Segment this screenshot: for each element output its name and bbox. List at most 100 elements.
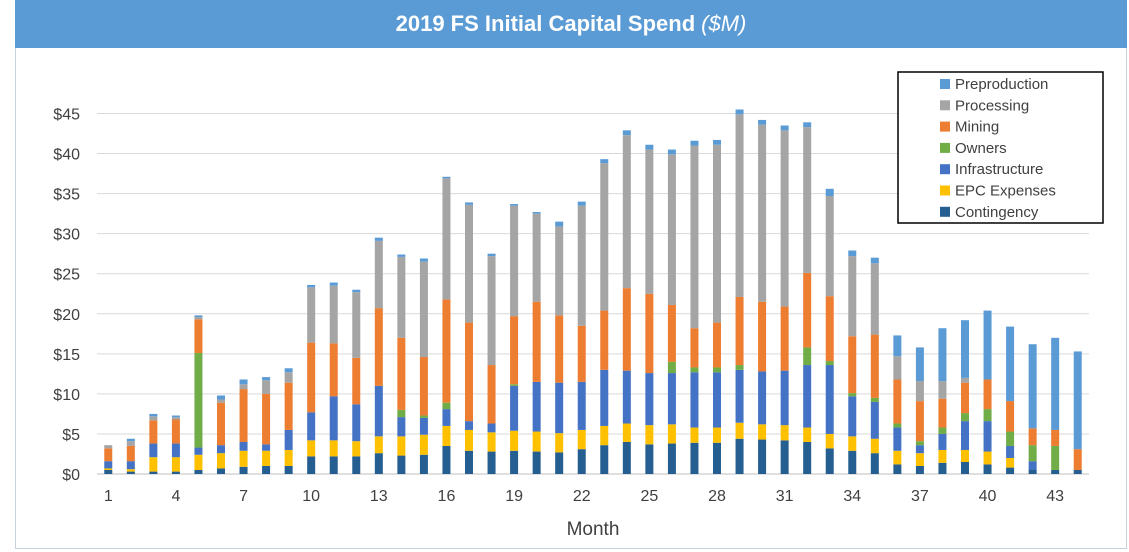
- bar-segment-contingency: [622, 441, 631, 474]
- legend: Preproduction Processing Mining Owners Infra…: [897, 71, 1104, 224]
- bar-segment-mining: [239, 389, 248, 442]
- bar-segment-owners: [419, 415, 428, 418]
- bar-segment-mining: [487, 365, 496, 424]
- bar-segment-mining: [735, 296, 744, 366]
- bar-segment-processing: [262, 380, 271, 394]
- bar-segment-mining: [870, 334, 879, 398]
- bar-segment-mining: [352, 357, 361, 405]
- bar-segment-processing: [667, 154, 676, 305]
- bar-segment-processing: [555, 226, 564, 316]
- bar-segment-preproduction: [848, 250, 857, 257]
- bar-segment-processing: [487, 256, 496, 366]
- y-tick-label: $30: [53, 227, 80, 244]
- bar-segment-processing: [690, 145, 699, 329]
- legend-swatch: [940, 142, 950, 153]
- bar-segment-contingency: [667, 443, 676, 474]
- bar-segment-owners: [713, 367, 721, 373]
- bar-segment-infrastructure: [622, 370, 631, 424]
- bar-segment-epc-expenses: [622, 423, 631, 442]
- bar-segment-processing: [780, 130, 789, 307]
- bar-segment-epc-expenses: [126, 469, 135, 472]
- bar-segment-owners: [1051, 445, 1060, 470]
- bar-segment-mining: [667, 304, 676, 362]
- bar-segment-mining: [532, 301, 541, 382]
- bar-segment-epc-expenses: [217, 453, 225, 469]
- bar-segment-preproduction: [938, 328, 947, 382]
- legend-swatch: [940, 185, 950, 196]
- bar-segment-preproduction: [983, 310, 992, 380]
- bar-segment-mining: [780, 306, 789, 371]
- bar-segment-infrastructure: [577, 381, 586, 430]
- bar-segment-contingency: [870, 453, 879, 474]
- bar-segment-preproduction: [555, 221, 564, 227]
- bar-segment-mining: [397, 337, 406, 410]
- bar-segment-epc-expenses: [983, 451, 992, 465]
- y-tick-label: $5: [62, 427, 80, 444]
- bar-segment-mining: [938, 398, 947, 428]
- bar-segment-contingency: [1073, 469, 1082, 474]
- x-tick-label: 31: [776, 488, 794, 505]
- bar-segment-contingency: [915, 465, 924, 474]
- y-tick-label: $25: [53, 267, 80, 284]
- bar-segment-owners: [915, 441, 924, 446]
- bar-segment-contingency: [307, 456, 316, 474]
- bar-segment-processing: [442, 178, 451, 300]
- bar-segment-preproduction: [1073, 351, 1082, 450]
- bar-segment-contingency: [848, 450, 857, 474]
- bar-segment-infrastructure: [825, 365, 834, 434]
- bar-segment-epc-expenses: [104, 468, 113, 470]
- bar-segment-infrastructure: [645, 373, 654, 426]
- bar-segment-preproduction: [126, 438, 135, 442]
- y-tick-label: $20: [53, 307, 80, 324]
- bars: [104, 109, 1082, 474]
- bar-segment-infrastructure: [194, 447, 203, 455]
- bar-segment-processing: [352, 292, 361, 358]
- bar-segment-infrastructure: [735, 369, 744, 423]
- bar-segment-epc-expenses: [397, 436, 406, 456]
- bar-segment-owners: [938, 427, 947, 434]
- bar-segment-processing: [104, 445, 113, 449]
- bar-segment-preproduction: [217, 395, 225, 400]
- bar-segment-preproduction: [713, 139, 721, 145]
- bar-segment-contingency: [104, 469, 113, 474]
- bar-segment-preproduction: [645, 144, 654, 150]
- bar-segment-owners: [1028, 445, 1037, 462]
- bar-segment-epc-expenses: [825, 433, 834, 449]
- bar-segment-owners: [848, 393, 857, 397]
- bar-segment-mining: [419, 357, 428, 416]
- bar-segment-infrastructure: [961, 421, 969, 450]
- bar-segment-contingency: [442, 445, 451, 474]
- bar-segment-processing: [510, 205, 519, 317]
- bar-segment-owners: [442, 402, 451, 410]
- bar-segment-owners: [510, 384, 519, 386]
- bar-segment-preproduction: [1051, 337, 1060, 430]
- bar-segment-contingency: [780, 440, 789, 474]
- bar-segment-preproduction: [622, 130, 631, 136]
- bar-segment-infrastructure: [870, 401, 879, 439]
- bar-segment-mining: [126, 445, 135, 462]
- bar-segment-infrastructure: [307, 412, 316, 441]
- bar-segment-processing: [532, 213, 541, 302]
- x-tick-label: 1: [104, 488, 113, 505]
- bar-segment-mining: [1051, 429, 1060, 446]
- bar-segment-contingency: [284, 465, 293, 474]
- bar-segment-contingency: [239, 466, 248, 474]
- bar-segment-epc-expenses: [870, 438, 879, 454]
- x-tick-label: 34: [843, 488, 861, 505]
- bar-segment-epc-expenses: [374, 436, 383, 454]
- bar-segment-preproduction: [893, 335, 902, 357]
- bar-segment-epc-expenses: [735, 422, 744, 439]
- bar-segment-infrastructure: [352, 404, 361, 442]
- bar-segment-infrastructure: [555, 382, 564, 434]
- bar-segment-contingency: [397, 455, 406, 474]
- bar-segment-preproduction: [194, 315, 203, 317]
- y-tick-label: $45: [53, 107, 80, 124]
- x-axis-ticks: 1 4 7 10 13 16 19 22 25 28 31 34 37 40 43: [104, 488, 1064, 505]
- bar-segment-processing: [217, 399, 225, 403]
- bar-segment-epc-expenses: [938, 449, 947, 463]
- legend-label: Contingency: [955, 204, 1039, 221]
- bar-segment-preproduction: [329, 282, 338, 286]
- x-tick-label: 28: [708, 488, 726, 505]
- bar-segment-infrastructure: [374, 385, 383, 437]
